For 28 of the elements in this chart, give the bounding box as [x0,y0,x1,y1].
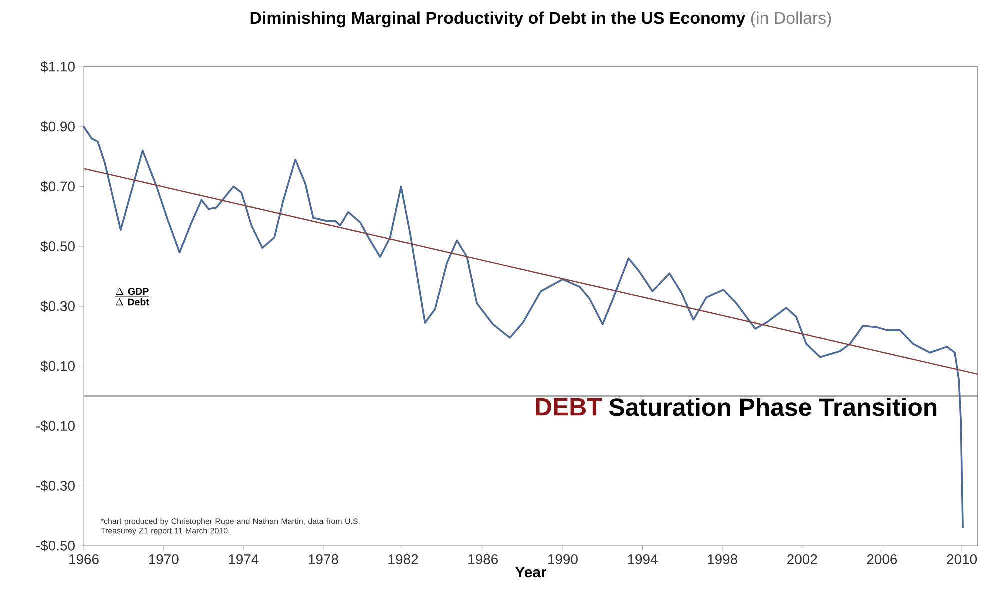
x-tick-label: 2006 [867,554,898,564]
annotation: DEBT [536,398,602,416]
y-tick-label: $0.30 [40,300,75,312]
chart-title: Diminishing Marginal Productivity of Debt in the US Economy [250,12,746,28]
x-tick-label: 1986 [468,554,498,564]
y-tick-label: -$0.30 [36,480,75,492]
x-tick-label: 1998 [708,554,738,564]
y-tick-label: -$0.10 [36,420,75,432]
x-tick-label: 2010 [947,554,978,564]
y-tick-label: -$0.50 [36,540,75,552]
annotation: $\frac{\Delta\ \mathbf{GDP}}{\Delta\ \mathbf{Debt}}$ [116,288,150,306]
x-tick-label: 1974 [229,554,259,564]
x-tick-label: 2002 [788,554,818,564]
x-tick-label: 1966 [70,554,99,564]
y-tick-label: $0.70 [40,181,75,192]
x-tick-label: 1970 [149,554,179,564]
x-axis-title: Year [515,567,547,578]
x-tick-label: 1994 [628,554,658,564]
y-tick-label: $0.90 [40,121,75,133]
x-tick-label: 1990 [548,554,578,564]
y-tick-label: $1.10 [40,61,75,73]
line-series [83,126,964,529]
x-tick-label: 1978 [309,554,338,564]
annotation: Saturation Phase Transition [609,398,937,416]
chart-subtitle: (in Dollars) [751,12,832,28]
y-tick-label: $0.10 [40,360,75,372]
y-tick-label: $0.50 [40,240,75,252]
x-tick-label: 1982 [388,554,418,564]
